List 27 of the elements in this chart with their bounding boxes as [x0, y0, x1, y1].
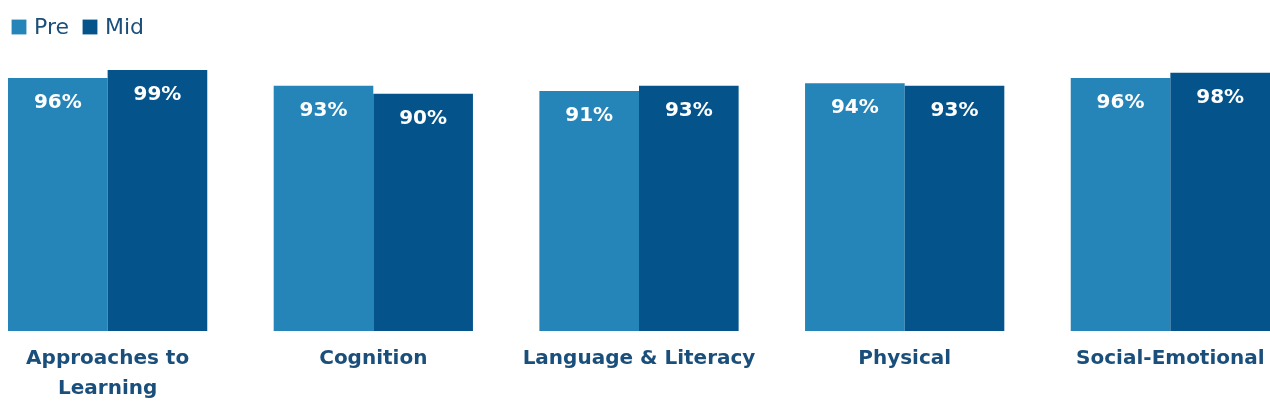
- bar: [904, 85, 1005, 331]
- data-label: 93%: [930, 96, 979, 121]
- data-label: 93%: [664, 96, 713, 121]
- bar: [373, 93, 473, 331]
- x-tick-label: Cognition: [319, 344, 428, 369]
- legend-label: Pre: [34, 14, 69, 39]
- x-tick-label: Language & Literacy: [522, 344, 756, 369]
- legend-label: Mid: [105, 14, 145, 39]
- bar: [8, 77, 108, 331]
- data-label: 96%: [33, 88, 82, 113]
- x-tick-label: Approaches to Learning: [26, 344, 190, 399]
- data-label: 90%: [399, 104, 448, 129]
- bar: [539, 91, 639, 331]
- bar: [1070, 77, 1171, 331]
- data-label: 93%: [299, 96, 348, 121]
- data-label: 91%: [565, 102, 614, 127]
- bar: [1170, 72, 1270, 331]
- bar: [107, 70, 208, 331]
- bar: [805, 83, 905, 331]
- data-label: 94%: [830, 94, 879, 119]
- data-label: 99%: [133, 81, 182, 105]
- bar: [639, 85, 739, 331]
- x-tick-label: Social-Emotional: [1076, 344, 1265, 369]
- data-label: 96%: [1096, 88, 1145, 113]
- data-label: 98%: [1196, 83, 1245, 108]
- bar: [273, 85, 374, 331]
- x-tick-label: Physical: [858, 344, 952, 369]
